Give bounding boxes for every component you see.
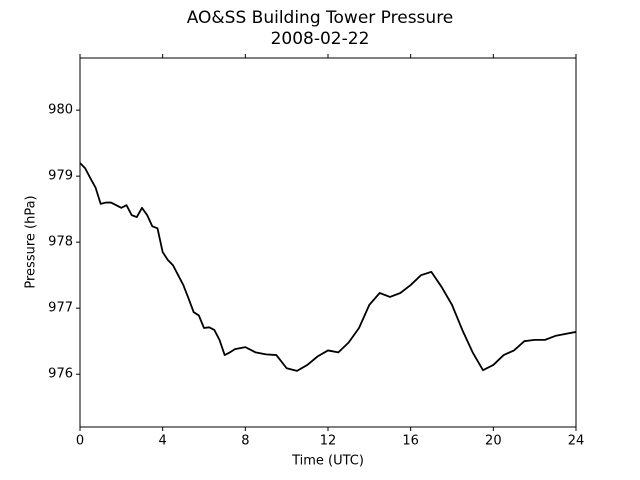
x-tick-label: 20 (485, 434, 502, 449)
y-tick-label: 979 (48, 169, 73, 184)
y-tick-label: 976 (48, 367, 73, 382)
x-tick-label: 12 (320, 434, 337, 449)
chart-title: AO&SS Building Tower Pressure (187, 8, 454, 28)
y-tick-label: 977 (48, 301, 73, 316)
y-tick-label: 978 (48, 235, 73, 250)
plot-frame (79, 57, 577, 428)
x-tick-label: 0 (76, 434, 84, 449)
x-tick-label: 16 (402, 434, 419, 449)
chart-subtitle: 2008-02-22 (271, 29, 370, 49)
y-axis-label: Pressure (hPa) (24, 195, 39, 288)
y-tick-label: 980 (48, 103, 73, 118)
x-tick-label: 24 (568, 434, 585, 449)
x-axis-label: Time (UTC) (291, 454, 364, 469)
x-tick-label: 4 (159, 434, 167, 449)
data-line (79, 162, 577, 372)
x-tick-label: 8 (241, 434, 249, 449)
